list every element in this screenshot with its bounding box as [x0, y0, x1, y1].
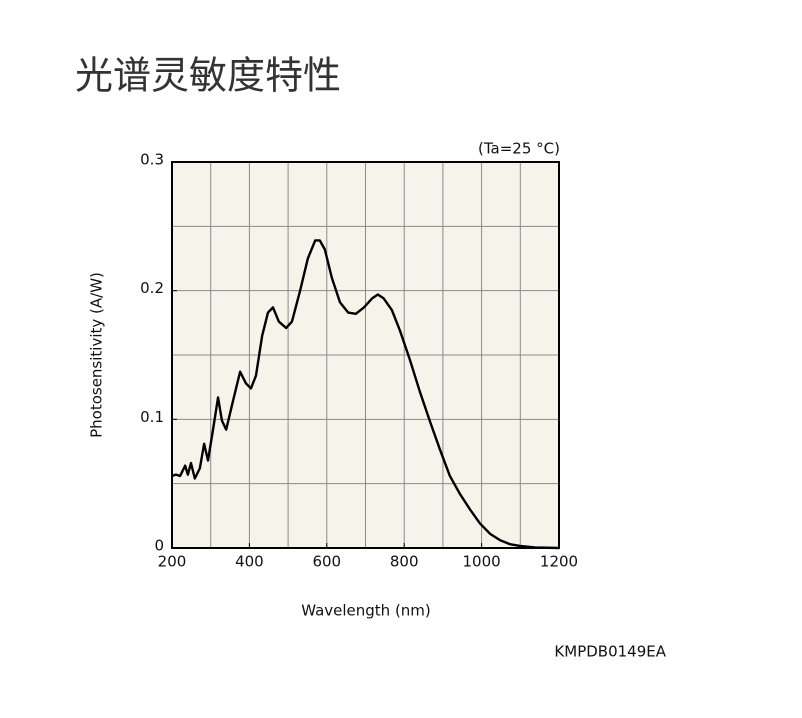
y-tick-label: 0.1: [140, 408, 164, 426]
footnote: KMPDB0149EA: [554, 643, 666, 661]
x-tick-label: 200: [158, 553, 187, 571]
x-tick-label: 400: [235, 553, 264, 571]
x-tick-label: 1200: [540, 553, 578, 571]
y-tick-label: 0.2: [140, 279, 164, 297]
x-tick-label: 800: [390, 553, 419, 571]
y-axis-label: Photosensitivity (A/W): [88, 272, 106, 438]
x-axis-label: Wavelength (nm): [301, 602, 431, 620]
x-tick-label: 1000: [463, 553, 501, 571]
y-tick-label: 0.3: [140, 151, 164, 169]
chart-title: 光谱灵敏度特性: [75, 54, 341, 98]
y-tick-label: 0: [154, 537, 164, 555]
plot-frame: [171, 161, 560, 549]
x-tick-label: 600: [312, 553, 341, 571]
data-line: [171, 239, 560, 550]
annotation: (Ta=25 °C): [478, 140, 560, 158]
